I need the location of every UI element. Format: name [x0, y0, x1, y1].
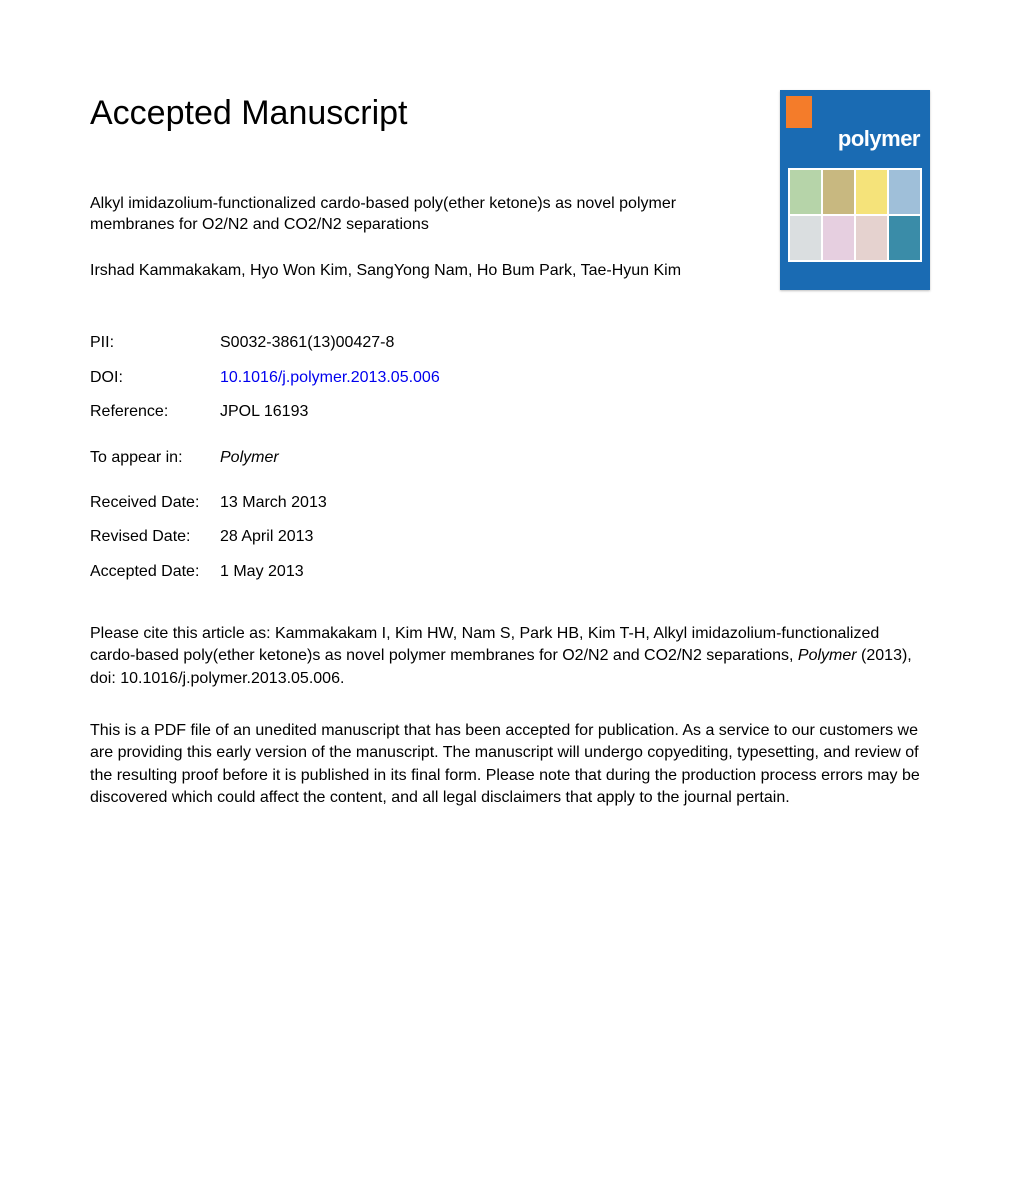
meta-row-pii: PII: S0032-3861(13)00427-8 [90, 332, 930, 354]
header-row: Accepted Manuscript Alkyl imidazolium-fu… [90, 90, 930, 312]
accepted-label: Accepted Date: [90, 561, 220, 583]
meta-row-revised: Revised Date: 28 April 2013 [90, 526, 930, 548]
reference-value: JPOL 16193 [220, 401, 930, 423]
meta-row-doi: DOI: 10.1016/j.polymer.2013.05.006 [90, 367, 930, 389]
heading-block: Accepted Manuscript Alkyl imidazolium-fu… [90, 90, 780, 312]
meta-row-appear: To appear in: Polymer [90, 447, 930, 469]
reference-label: Reference: [90, 401, 220, 423]
meta-row-received: Received Date: 13 March 2013 [90, 492, 930, 514]
appear-journal: Polymer [220, 447, 930, 469]
meta-row-accepted: Accepted Date: 1 May 2013 [90, 561, 930, 583]
pii-label: PII: [90, 332, 220, 354]
doi-link[interactable]: 10.1016/j.polymer.2013.05.006 [220, 369, 440, 386]
page-heading: Accepted Manuscript [90, 90, 750, 138]
revised-value: 28 April 2013 [220, 526, 930, 548]
citation-paragraph: Please cite this article as: Kammakakam … [90, 623, 920, 690]
received-value: 13 March 2013 [220, 492, 930, 514]
article-title: Alkyl imidazolium-functionalized cardo-b… [90, 193, 750, 236]
pii-value: S0032-3861(13)00427-8 [220, 332, 930, 354]
accepted-value: 1 May 2013 [220, 561, 930, 583]
author-list: Irshad Kammakakam, Hyo Won Kim, SangYong… [90, 260, 750, 282]
citation-journal: Polymer [798, 647, 857, 664]
citation-prefix: Please cite this article as: Kammakakam … [90, 625, 879, 664]
metadata-table: PII: S0032-3861(13)00427-8 DOI: 10.1016/… [90, 332, 930, 423]
cover-journal-name: polymer [838, 124, 920, 155]
appear-label: To appear in: [90, 447, 220, 469]
revised-label: Revised Date: [90, 526, 220, 548]
dates-block: Received Date: 13 March 2013 Revised Dat… [90, 492, 930, 583]
received-label: Received Date: [90, 492, 220, 514]
doi-label: DOI: [90, 367, 220, 389]
cover-art-grid [788, 168, 922, 262]
cover-publisher-tab [786, 96, 812, 128]
disclaimer-paragraph: This is a PDF file of an unedited manusc… [90, 720, 920, 810]
doi-value: 10.1016/j.polymer.2013.05.006 [220, 367, 930, 389]
journal-cover: polymer [780, 90, 930, 290]
meta-row-reference: Reference: JPOL 16193 [90, 401, 930, 423]
